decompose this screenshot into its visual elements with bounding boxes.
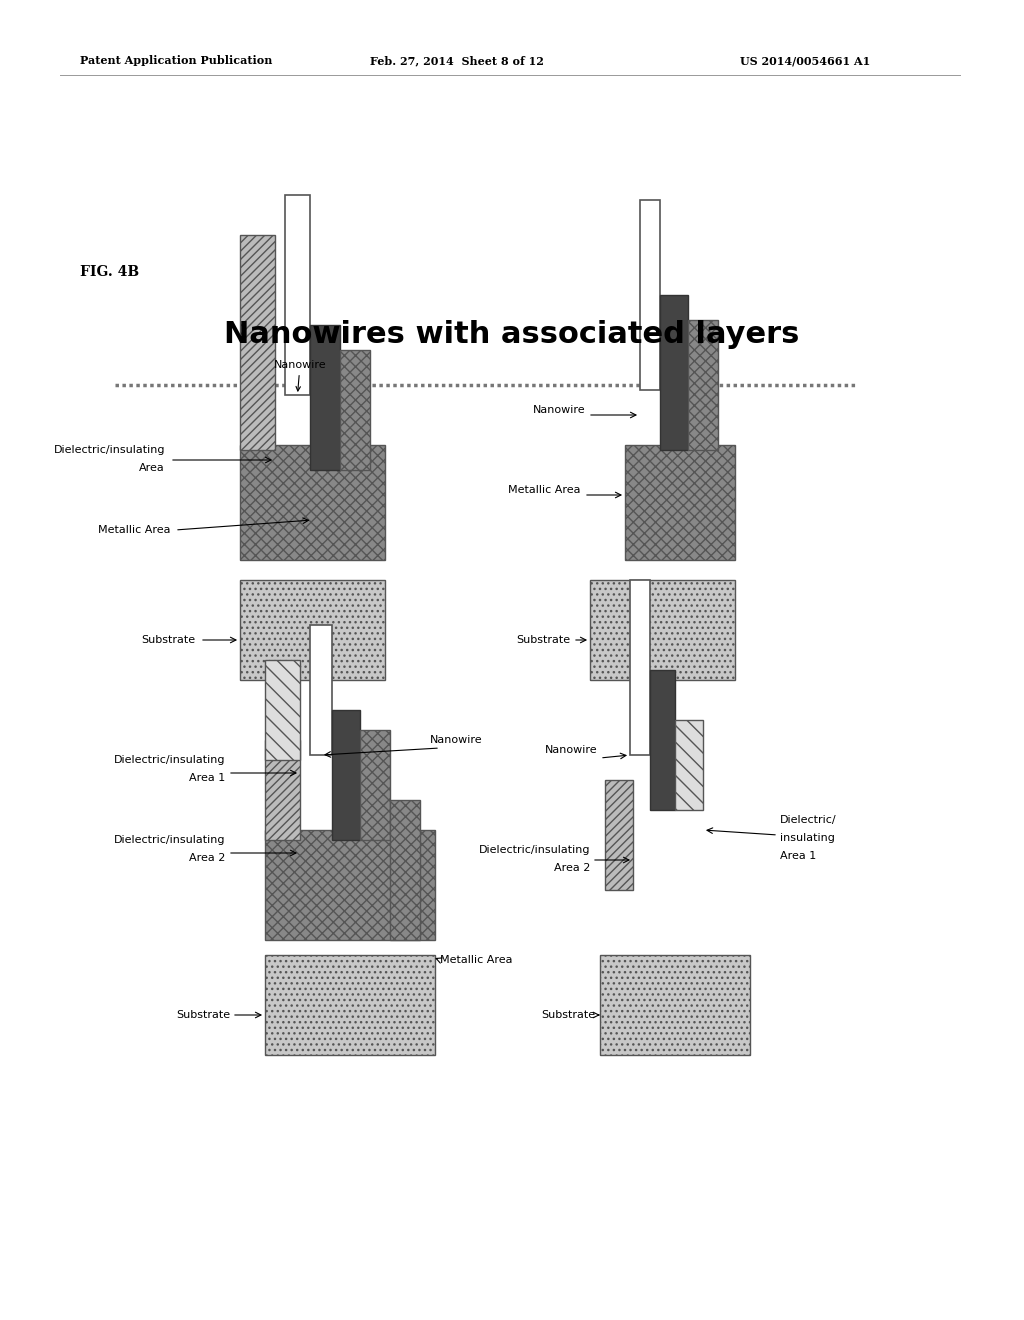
Text: Patent Application Publication: Patent Application Publication xyxy=(80,55,272,66)
Bar xyxy=(600,954,750,1055)
Text: Substrate: Substrate xyxy=(541,1010,595,1020)
Bar xyxy=(265,741,300,840)
Bar xyxy=(340,350,370,470)
Text: Nanowire: Nanowire xyxy=(430,735,482,744)
Text: Metallic Area: Metallic Area xyxy=(508,484,580,495)
Bar xyxy=(240,579,385,680)
Text: Area 1: Area 1 xyxy=(780,851,816,861)
Text: insulating: insulating xyxy=(780,833,835,843)
Bar xyxy=(265,660,300,760)
Text: Substrate: Substrate xyxy=(516,635,570,645)
Text: Area: Area xyxy=(139,463,165,473)
Text: Area 1: Area 1 xyxy=(188,774,225,783)
Bar xyxy=(310,624,332,755)
Bar xyxy=(590,579,735,680)
Text: Area 2: Area 2 xyxy=(188,853,225,863)
Bar xyxy=(265,954,435,1055)
Text: Substrate: Substrate xyxy=(176,1010,230,1020)
Text: Dielectric/: Dielectric/ xyxy=(780,814,837,825)
Text: Dielectric/insulating: Dielectric/insulating xyxy=(478,845,590,855)
Text: Nanowire: Nanowire xyxy=(273,360,327,391)
Bar xyxy=(240,235,275,450)
Bar xyxy=(650,671,675,810)
Text: Nanowires with associated layers: Nanowires with associated layers xyxy=(224,319,800,348)
Text: Nanowire: Nanowire xyxy=(532,405,585,414)
Bar xyxy=(390,800,420,940)
Text: Metallic Area: Metallic Area xyxy=(440,954,512,965)
Bar xyxy=(630,579,650,755)
Text: Area 2: Area 2 xyxy=(554,863,590,873)
Bar xyxy=(605,780,633,890)
Bar xyxy=(265,830,435,940)
Bar xyxy=(310,325,340,470)
Text: Substrate: Substrate xyxy=(141,635,195,645)
Bar xyxy=(240,445,385,560)
Text: Metallic Area: Metallic Area xyxy=(97,525,170,535)
Text: Dielectric/insulating: Dielectric/insulating xyxy=(114,836,225,845)
Bar xyxy=(675,719,703,810)
Bar xyxy=(660,294,688,450)
Text: US 2014/0054661 A1: US 2014/0054661 A1 xyxy=(740,55,870,66)
Text: FIG. 4B: FIG. 4B xyxy=(80,265,139,279)
Text: Feb. 27, 2014  Sheet 8 of 12: Feb. 27, 2014 Sheet 8 of 12 xyxy=(370,55,544,66)
Bar xyxy=(625,445,735,560)
Bar xyxy=(640,201,660,389)
Bar xyxy=(688,319,718,450)
Bar xyxy=(285,195,310,395)
Text: Dielectric/insulating: Dielectric/insulating xyxy=(53,445,165,455)
Bar xyxy=(332,710,360,840)
Text: Dielectric/insulating: Dielectric/insulating xyxy=(114,755,225,766)
Text: Nanowire: Nanowire xyxy=(546,744,598,755)
Bar xyxy=(360,730,390,840)
